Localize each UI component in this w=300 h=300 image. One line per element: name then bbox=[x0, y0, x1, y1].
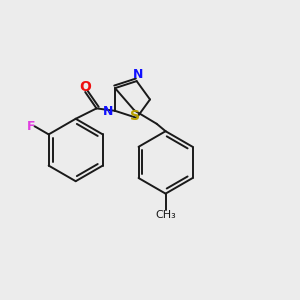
Text: F: F bbox=[27, 120, 36, 133]
Text: O: O bbox=[79, 80, 91, 94]
Text: N: N bbox=[103, 105, 114, 118]
Text: CH₃: CH₃ bbox=[155, 210, 176, 220]
Text: S: S bbox=[130, 109, 140, 123]
Text: N: N bbox=[133, 68, 143, 81]
